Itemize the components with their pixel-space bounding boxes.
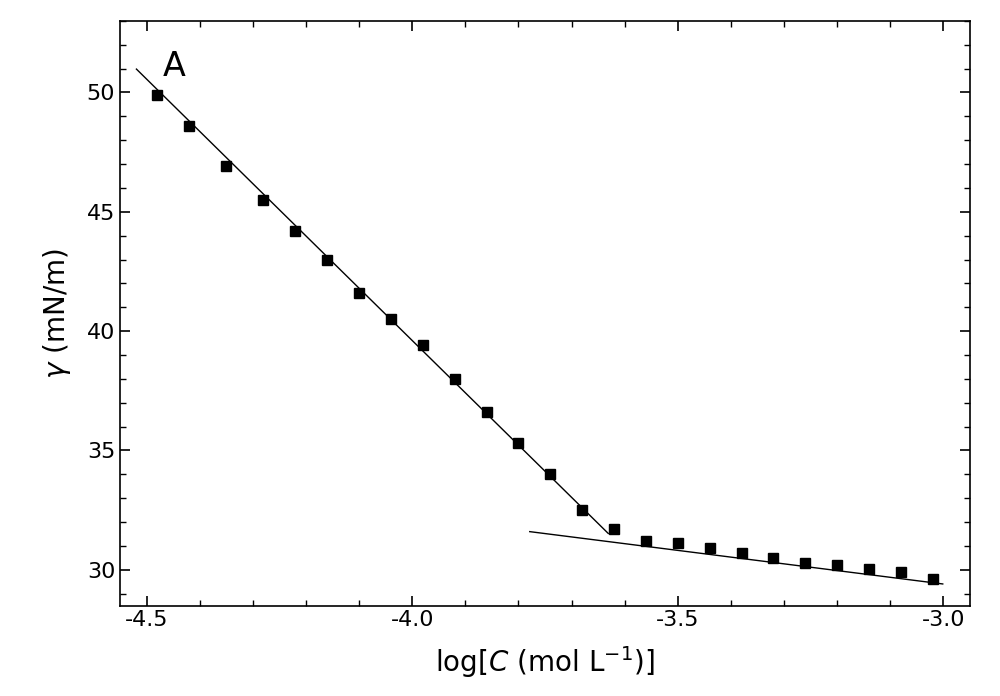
Text: A: A — [162, 50, 185, 83]
X-axis label: $\mathrm{log[}$$\it{C}$$\mathrm{\ (mol\ L^{-1})]}$: $\mathrm{log[}$$\it{C}$$\mathrm{\ (mol\ … — [435, 644, 655, 680]
Y-axis label: $\it{\gamma}$$\mathrm{\ (mN/m)}$: $\it{\gamma}$$\mathrm{\ (mN/m)}$ — [41, 248, 73, 379]
